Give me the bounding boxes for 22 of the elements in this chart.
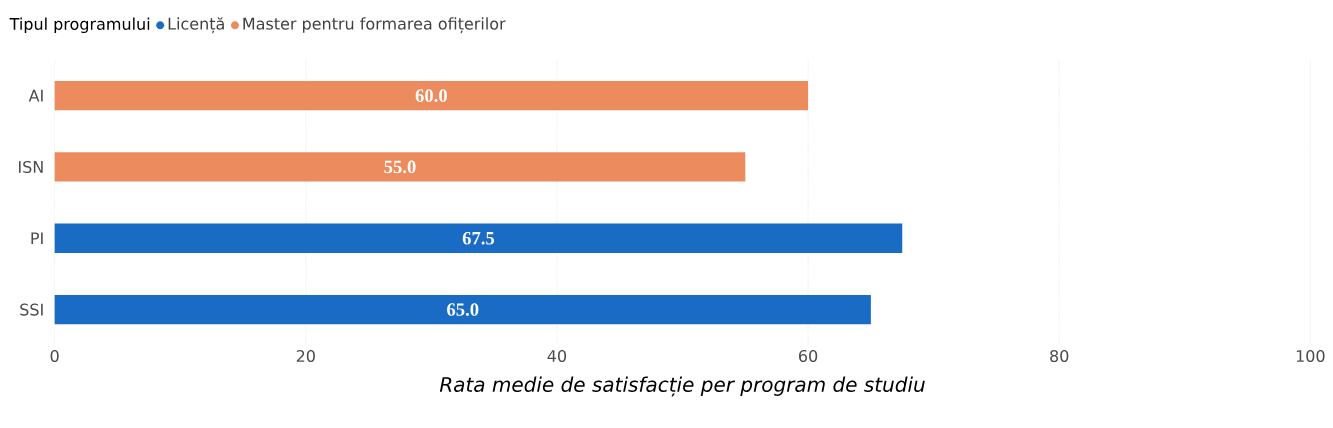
legend-title: Tipul programului xyxy=(9,17,150,34)
x-axis-title: Rata medie de satisfacție per program de studiu xyxy=(439,376,925,397)
x-tick-label: 80 xyxy=(1050,350,1069,363)
y-tick-label: SSI xyxy=(20,303,43,316)
data-label: 60.0 xyxy=(415,89,447,103)
bar xyxy=(54,152,746,182)
legend-label: Licență xyxy=(168,17,224,34)
legend-label: Master pentru formarea ofițerilor xyxy=(243,17,506,34)
x-tick-label: 60 xyxy=(799,350,818,363)
x-tick-label: 0 xyxy=(50,350,59,363)
data-label: 55.0 xyxy=(384,160,416,174)
x-tick-label: 40 xyxy=(547,350,567,363)
y-tick-label: ISN xyxy=(18,160,43,174)
data-label: 67.5 xyxy=(462,232,495,245)
y-tick-label: PI xyxy=(31,232,43,245)
x-tick-label: 100 xyxy=(1296,350,1325,363)
x-tick-label: 20 xyxy=(296,350,315,363)
data-label: 65.0 xyxy=(447,303,479,316)
bar xyxy=(54,81,809,111)
y-tick-label: AI xyxy=(28,89,43,102)
bar xyxy=(54,294,871,325)
bar xyxy=(54,223,903,253)
